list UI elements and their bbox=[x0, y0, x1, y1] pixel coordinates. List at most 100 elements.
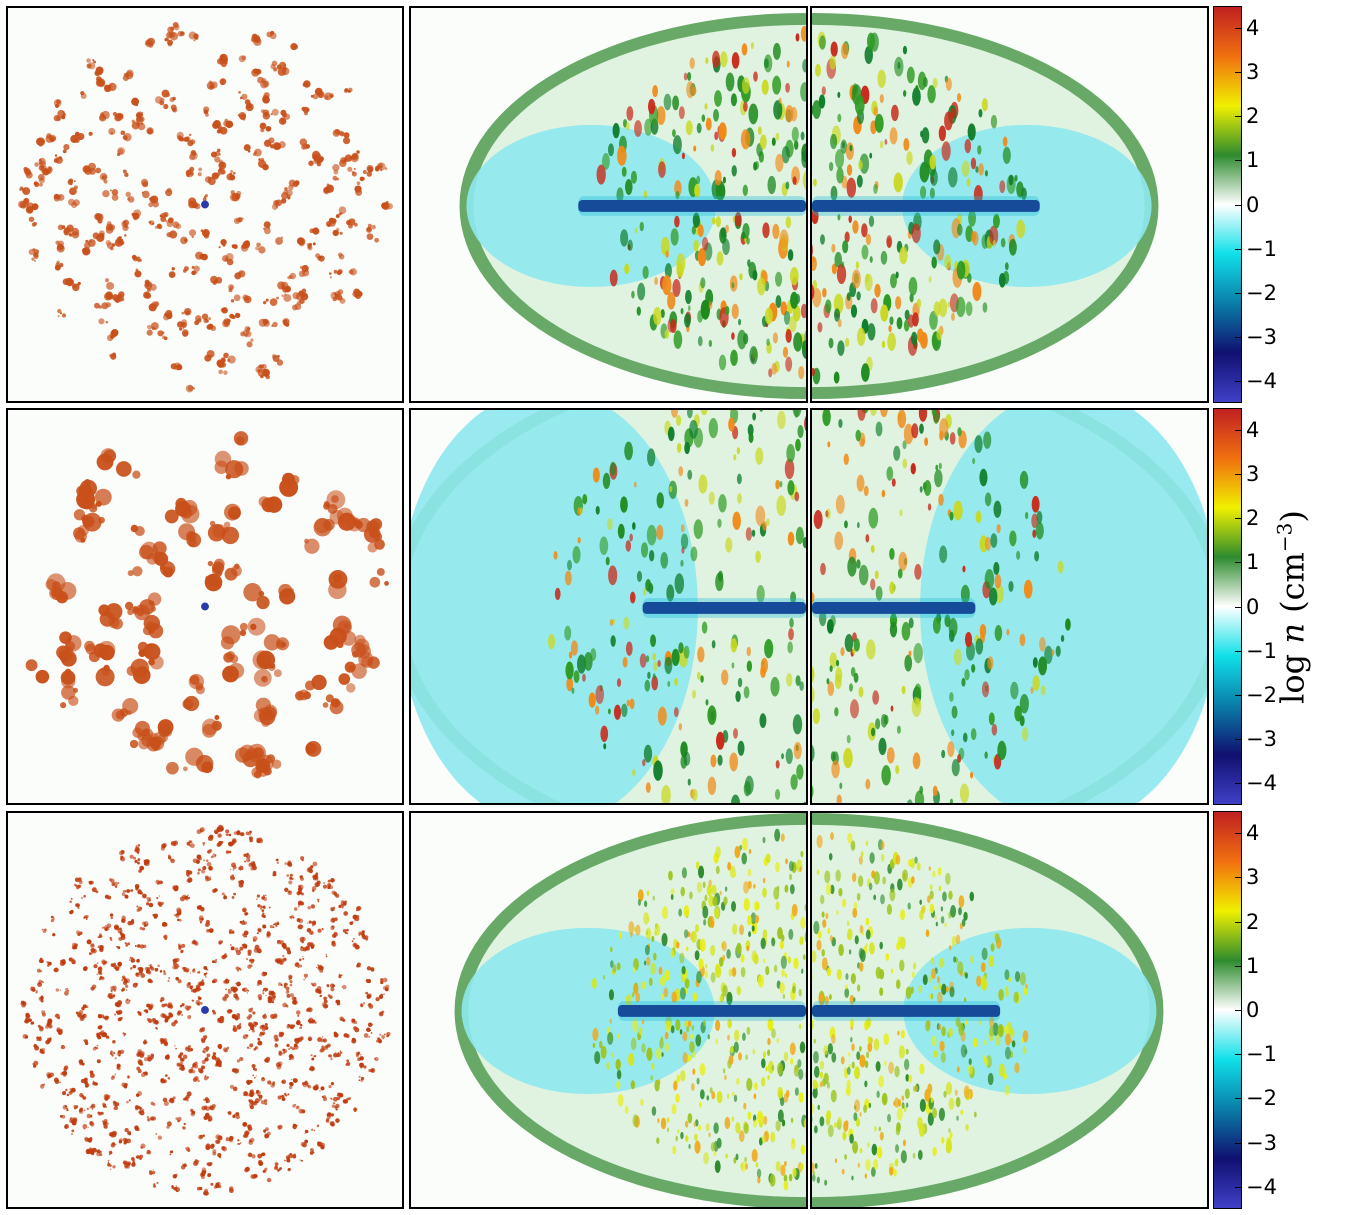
cloud-clump bbox=[288, 877, 294, 885]
cloud-clump bbox=[131, 115, 144, 130]
cloud-clump bbox=[234, 270, 246, 280]
cloud-clump bbox=[291, 1043, 299, 1051]
cloud-clump bbox=[88, 131, 93, 136]
cloud-clump bbox=[248, 1137, 255, 1145]
cloud-clump bbox=[97, 946, 104, 953]
density-map-middle-right bbox=[810, 408, 1209, 805]
cloud-clump bbox=[319, 965, 324, 973]
density-map-middle-left bbox=[409, 408, 808, 805]
cloud-clump bbox=[111, 697, 139, 722]
cloud-clump bbox=[49, 581, 77, 600]
cloud-clump bbox=[322, 882, 328, 889]
cloud-clump bbox=[221, 1146, 227, 1152]
jet-channel bbox=[642, 602, 806, 614]
central-source-marker bbox=[201, 602, 209, 611]
cloud-clump bbox=[166, 230, 178, 239]
cloud-clump bbox=[236, 1023, 242, 1030]
cloud-clump bbox=[127, 918, 135, 926]
cloud-clump bbox=[177, 943, 186, 951]
cloud-clump bbox=[262, 1013, 267, 1020]
cloud-clump bbox=[258, 157, 265, 162]
cloud-clump bbox=[150, 1101, 156, 1107]
cloud-clump bbox=[240, 240, 251, 252]
cloud-clump bbox=[223, 352, 236, 364]
cloud-clump bbox=[244, 99, 254, 112]
cloud-clump bbox=[82, 966, 88, 972]
cloud-clump bbox=[270, 60, 282, 72]
cloud-clump bbox=[60, 110, 67, 120]
cloud-clump bbox=[363, 1033, 371, 1038]
cloud-clump bbox=[70, 131, 85, 144]
cloud-clump bbox=[163, 309, 173, 321]
cloud-clump bbox=[137, 889, 143, 895]
cloud-clump bbox=[96, 1149, 103, 1157]
cloud-clump bbox=[75, 1010, 84, 1018]
cloud-clump bbox=[187, 1015, 192, 1020]
cloud-clump bbox=[110, 1073, 117, 1080]
cloud-clump bbox=[74, 877, 83, 885]
cloud-clump bbox=[299, 1023, 303, 1029]
cloud-clump bbox=[212, 958, 218, 964]
cloud-clump bbox=[186, 877, 193, 883]
cloud-clump bbox=[192, 1061, 199, 1069]
cloud-clump bbox=[168, 1096, 176, 1104]
cloud-clump bbox=[80, 91, 87, 99]
cloud-clump bbox=[229, 874, 236, 881]
cloud-clump bbox=[228, 1186, 234, 1194]
cloud-clump bbox=[144, 279, 153, 290]
cloud-clump bbox=[209, 1103, 216, 1111]
cloud-clump bbox=[259, 122, 272, 133]
cloud-clump bbox=[266, 930, 272, 939]
cloud-clump bbox=[109, 1050, 116, 1056]
cloud-clump bbox=[272, 141, 286, 151]
cloud-clump bbox=[256, 927, 262, 935]
cloud-clump bbox=[36, 137, 46, 147]
cloud-clump bbox=[225, 1135, 234, 1143]
cloud-clump bbox=[256, 894, 260, 900]
cloud-clump bbox=[252, 148, 262, 157]
cloud-clump bbox=[345, 1059, 351, 1066]
cloud-clump bbox=[57, 224, 66, 231]
cloud-clump bbox=[336, 1092, 344, 1098]
cloud-clump bbox=[334, 1106, 338, 1111]
cloud-clump bbox=[201, 1057, 209, 1065]
cloud-clump bbox=[305, 741, 322, 757]
cloud-clump bbox=[260, 1099, 268, 1106]
cloud-clump bbox=[84, 640, 97, 655]
cloud-clump bbox=[76, 489, 96, 510]
cloud-clump bbox=[346, 219, 353, 229]
cloud-clump bbox=[273, 1034, 279, 1042]
cloud-clump bbox=[105, 221, 116, 234]
cloud-clump bbox=[231, 862, 237, 870]
cloud-clump bbox=[139, 944, 147, 949]
cloud-clump bbox=[247, 1152, 256, 1159]
cloud-clump bbox=[137, 641, 161, 661]
cloud-clump bbox=[255, 697, 272, 721]
cloud-clump bbox=[338, 902, 345, 909]
cloud-clump bbox=[332, 128, 344, 137]
cloud-clump bbox=[375, 994, 384, 1002]
cloud-clump bbox=[185, 869, 193, 877]
cloud-clump bbox=[81, 1004, 89, 1011]
cloud-clump bbox=[325, 953, 328, 958]
cloud-clump bbox=[226, 169, 236, 181]
cloud-clump bbox=[343, 87, 353, 93]
cloud-clump bbox=[299, 875, 304, 881]
cloud-clump bbox=[238, 1142, 242, 1145]
cloud-clump bbox=[189, 149, 198, 161]
cloud-clump bbox=[141, 190, 150, 199]
cloud-clump bbox=[247, 949, 253, 956]
cloud-clump bbox=[288, 974, 293, 980]
cloud-clump bbox=[298, 288, 309, 301]
cloud-clump bbox=[330, 1097, 333, 1100]
cloud-clump bbox=[342, 928, 349, 935]
dense-turbulent-gas bbox=[812, 410, 1071, 803]
cloud-clump bbox=[147, 978, 153, 984]
cloud-clump bbox=[143, 1054, 152, 1062]
cloud-clump bbox=[358, 1075, 365, 1083]
cloud-clump bbox=[68, 227, 80, 239]
cloud-clump bbox=[243, 583, 270, 610]
cloud-clump bbox=[336, 507, 363, 532]
cloud-clump bbox=[362, 165, 374, 177]
cloud-clump bbox=[260, 109, 271, 120]
